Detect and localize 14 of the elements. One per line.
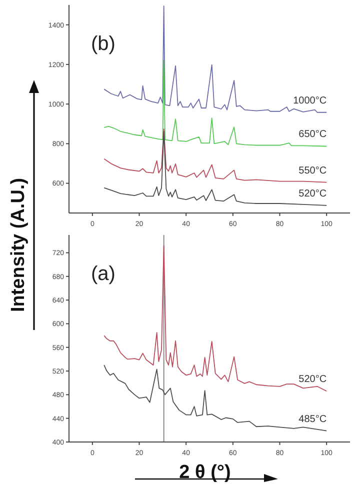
line-series: [104, 364, 328, 432]
line-series: [104, 130, 328, 206]
series-label: 1000°C: [293, 95, 327, 106]
annotation: (a): [91, 263, 116, 285]
series-label: 650°C: [298, 129, 327, 140]
series-label: 550°C: [298, 165, 327, 176]
x-axis-title: 2 θ (°): [179, 462, 231, 483]
line-series: [104, 60, 328, 147]
series-label: 520°C: [298, 374, 327, 386]
y-axis-title: Intensity (A.U.): [8, 178, 29, 312]
series-label: 485°C: [298, 414, 327, 425]
line-series: [104, 128, 328, 183]
annotation: (b): [91, 33, 116, 55]
series-label: 520°C: [298, 188, 327, 200]
